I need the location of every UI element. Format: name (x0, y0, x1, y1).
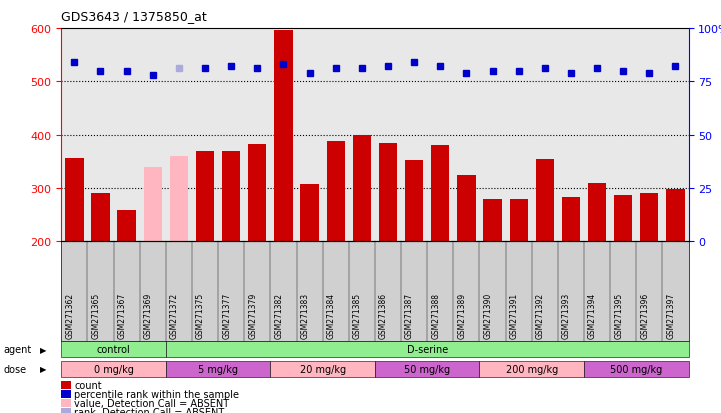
Text: GSM271382: GSM271382 (275, 293, 283, 339)
Bar (222, 151, 240, 242)
Bar (640, 194, 658, 242)
Text: GSM271367: GSM271367 (118, 292, 127, 339)
Text: GSM271397: GSM271397 (666, 292, 676, 339)
Bar (118, 211, 136, 242)
Text: 20 mg/kg: 20 mg/kg (300, 364, 345, 374)
Text: ▶: ▶ (40, 364, 46, 373)
Text: dose: dose (4, 364, 27, 374)
Bar (457, 175, 476, 242)
Text: ▶: ▶ (40, 345, 46, 354)
Bar (353, 136, 371, 242)
Text: value, Detection Call = ABSENT: value, Detection Call = ABSENT (74, 398, 229, 408)
Text: GSM271386: GSM271386 (379, 293, 388, 339)
Text: D-serine: D-serine (407, 344, 448, 354)
Text: GSM271391: GSM271391 (510, 293, 518, 339)
Text: 50 mg/kg: 50 mg/kg (404, 364, 450, 374)
Text: GSM271394: GSM271394 (588, 292, 597, 339)
Text: GSM271375: GSM271375 (196, 292, 205, 339)
Text: percentile rank within the sample: percentile rank within the sample (74, 389, 239, 399)
Bar (92, 193, 110, 242)
Bar (274, 31, 293, 242)
Text: GSM271387: GSM271387 (405, 293, 414, 339)
Text: 5 mg/kg: 5 mg/kg (198, 364, 238, 374)
Text: 500 mg/kg: 500 mg/kg (610, 364, 663, 374)
Text: rank, Detection Call = ABSENT: rank, Detection Call = ABSENT (74, 407, 224, 413)
Text: agent: agent (4, 344, 32, 354)
Bar (562, 197, 580, 242)
Text: GSM271395: GSM271395 (614, 292, 623, 339)
Text: GSM271362: GSM271362 (66, 293, 74, 339)
Text: GDS3643 / 1375850_at: GDS3643 / 1375850_at (61, 10, 207, 23)
Text: 0 mg/kg: 0 mg/kg (94, 364, 133, 374)
Text: GSM271388: GSM271388 (431, 293, 441, 339)
Text: GSM271390: GSM271390 (484, 292, 492, 339)
Bar (666, 190, 685, 242)
Text: GSM271379: GSM271379 (248, 292, 257, 339)
Text: GSM271396: GSM271396 (640, 292, 650, 339)
Text: control: control (97, 344, 131, 354)
Bar (536, 159, 554, 242)
Bar (588, 183, 606, 242)
Bar (483, 199, 502, 242)
Bar (379, 143, 397, 242)
Text: GSM271377: GSM271377 (222, 292, 231, 339)
Bar (405, 161, 423, 242)
Text: GSM271385: GSM271385 (353, 293, 362, 339)
Text: GSM271365: GSM271365 (92, 292, 100, 339)
Bar (248, 145, 267, 242)
Bar (614, 195, 632, 242)
Bar (327, 142, 345, 242)
Bar (301, 185, 319, 242)
Text: count: count (74, 380, 102, 390)
Bar (143, 167, 162, 242)
Text: 200 mg/kg: 200 mg/kg (505, 364, 558, 374)
Text: GSM271389: GSM271389 (457, 293, 466, 339)
Text: GSM271384: GSM271384 (327, 293, 336, 339)
Bar (169, 157, 188, 242)
Text: GSM271383: GSM271383 (301, 293, 309, 339)
Text: GSM271393: GSM271393 (562, 292, 571, 339)
Text: GSM271392: GSM271392 (536, 293, 545, 339)
Bar (510, 199, 528, 242)
Bar (196, 151, 214, 242)
Text: GSM271372: GSM271372 (170, 293, 179, 339)
Bar (431, 146, 449, 242)
Text: GSM271369: GSM271369 (143, 292, 153, 339)
Bar (65, 158, 84, 242)
